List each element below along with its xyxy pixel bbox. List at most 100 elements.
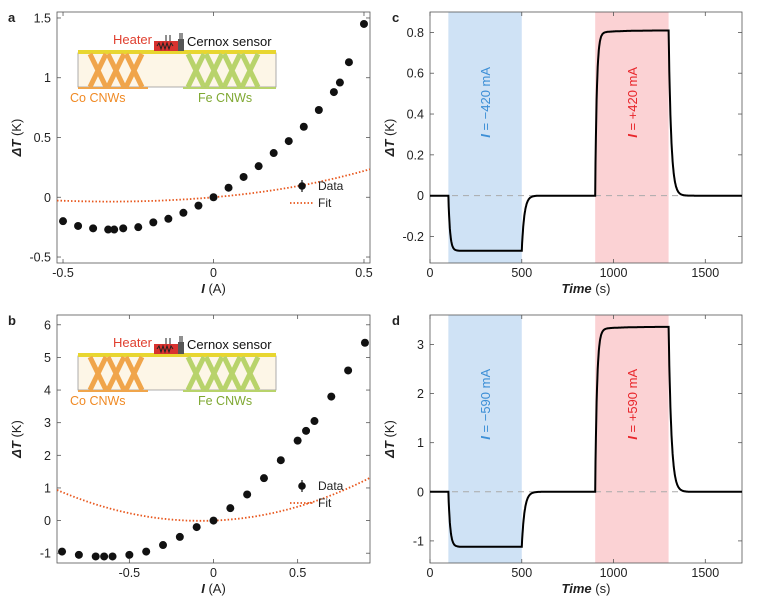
data-point [310,417,319,426]
data-point [293,436,302,445]
data-point [104,225,113,234]
data-point [284,137,293,146]
y-tick-label: 0.6 [407,67,424,81]
x-axis-unit: (s) [592,581,611,596]
data-point [302,426,311,435]
x-axis-label: I (A) [201,581,226,596]
co-label: Co CNWs [70,91,126,105]
shaded-region [595,12,669,263]
y-tick-label: 1 [44,71,51,85]
data-point [269,149,278,158]
axes-box [429,314,743,564]
y-tick-label: 5 [44,351,51,365]
region-label-value: = +590 mA [625,369,640,437]
data-point [59,217,68,226]
y-tick-label: 1.5 [34,11,51,25]
data-point [299,122,308,131]
shaded-region [448,12,522,263]
co-nanowire [123,355,145,392]
y-axis-symbol: ΔT [9,139,24,158]
region-label: I = −420 mA [478,67,493,138]
x-tick-label: 0 [427,566,434,580]
y-tick-label: 0.5 [34,131,51,145]
device-inset: Heater Cernox sensor Co CNWs Fe CNWs [70,335,277,408]
region-label: I = +590 mA [625,369,640,440]
data-point [226,504,235,513]
x-axis-symbol: Time [562,281,592,296]
fe-nanowire [185,52,207,89]
x-axis-label: I (A) [201,281,226,296]
region-label: I = −590 mA [478,369,493,440]
x-axis-symbol: I [201,281,205,296]
legend-label-fit: Fit [318,496,332,510]
x-axis-unit: (A) [205,281,226,296]
y-tick-label: -0.2 [402,230,424,244]
y-axis-unit: (K) [382,119,397,140]
data-point [110,225,119,234]
sensor-label: Cernox sensor [187,34,272,49]
co-nanowire [105,355,127,392]
co-label: Co CNWs [70,394,126,408]
data-point [314,106,323,115]
region-label-value: = +420 mA [625,67,640,135]
co-nanowire [105,52,127,89]
legend: Data Fit [290,179,344,210]
data-point [209,193,218,202]
co-nanowire [123,52,145,89]
legend-label-data: Data [318,179,344,193]
data-point [192,523,201,532]
y-axis-unit: (K) [382,420,397,441]
y-axis-label: ΔT (K) [9,119,24,158]
heater-resistor-icon [156,41,174,51]
region-label-symbol: I [478,134,493,138]
sensor-block [178,39,184,51]
legend: Data Fit [290,479,344,510]
y-tick-label: 0 [44,191,51,205]
data-point [335,78,344,87]
fe-nanowire [221,52,243,89]
fe-label: Fe CNWs [198,394,252,408]
co-nanowire [87,355,109,392]
x-tick-label: -0.5 [52,266,74,280]
device-inset: Heater Cernox sensor Co CNWs Fe CNWs [70,32,277,105]
data-point [74,550,83,559]
axes-box [56,11,371,264]
plot-area [430,325,742,548]
heater-resistor-icon [156,344,174,354]
data-point [125,550,134,559]
y-axis-unit: (K) [9,420,24,441]
legend-marker-data [298,482,306,490]
y-tick-label: 0 [44,514,51,528]
fe-nanowire [221,355,243,392]
x-tick-label: 0.5 [289,566,306,580]
data-point [194,201,203,210]
x-tick-label: 1000 [600,566,628,580]
plot-area [57,19,370,234]
data-point [239,172,248,181]
sensor-block [178,342,184,354]
data-point [224,183,233,192]
co-nanowire [87,52,109,89]
x-tick-label: 1500 [691,566,719,580]
axes-box [56,314,371,564]
y-tick-label: 0.2 [407,148,424,162]
x-tick-label: -0.5 [119,566,141,580]
y-tick-label: 0 [417,485,424,499]
y-tick-label: -0.5 [29,251,51,265]
y-axis-label: ΔT (K) [382,420,397,459]
data-point [74,221,83,230]
fe-nanowire [185,355,207,392]
region-label-value: = −590 mA [478,369,493,437]
data-point [149,218,158,227]
heater-label: Heater [113,32,153,47]
data-point [259,474,268,483]
y-axis-label: ΔT (K) [9,420,24,459]
y-tick-label: 1 [44,481,51,495]
panel-letter: c [392,10,399,25]
x-tick-label: 1000 [600,266,628,280]
fe-nanowire [203,355,225,392]
inset-top-strip [78,353,276,357]
x-tick-label: 0 [210,266,217,280]
x-tick-label: 0 [210,566,217,580]
y-tick-label: 6 [44,318,51,332]
